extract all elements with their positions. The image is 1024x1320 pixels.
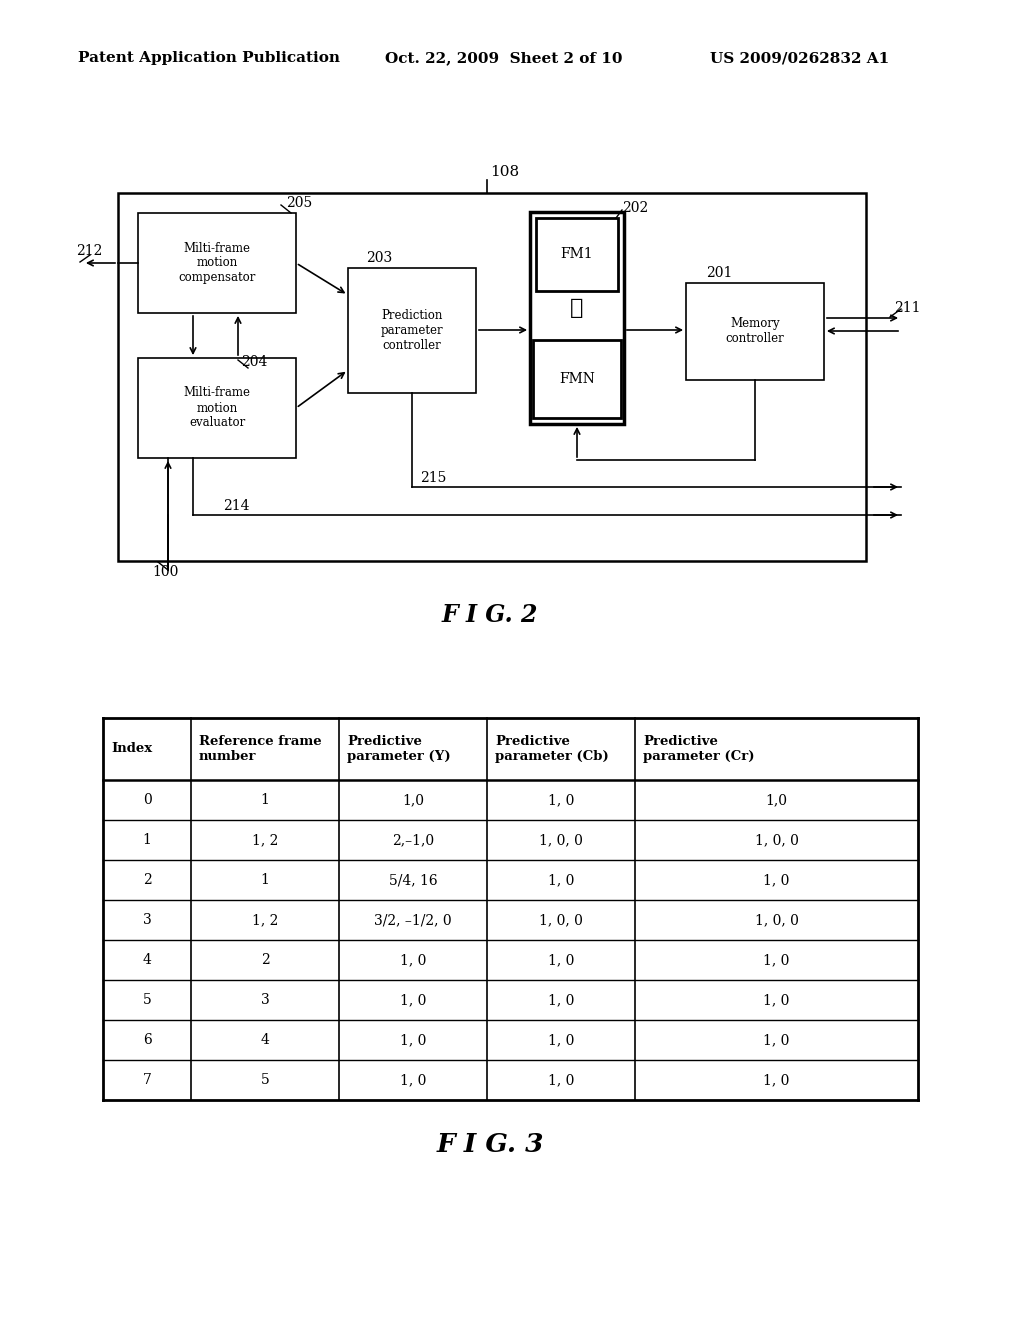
Text: 1, 0: 1, 0 [399, 1034, 426, 1047]
Text: 2: 2 [142, 873, 152, 887]
Bar [530, 213, 624, 424]
Text: 1, 0: 1, 0 [763, 1073, 790, 1086]
Text: Patent Application Publication: Patent Application Publication [78, 51, 340, 65]
Text: 1, 0: 1, 0 [548, 993, 574, 1007]
Bar [138, 358, 296, 458]
Text: 6: 6 [142, 1034, 152, 1047]
Text: 1, 0: 1, 0 [763, 1034, 790, 1047]
Text: 3/2, –1/2, 0: 3/2, –1/2, 0 [374, 913, 452, 927]
Bar [118, 193, 866, 561]
Text: 212: 212 [76, 244, 102, 257]
Text: 1, 0: 1, 0 [548, 953, 574, 968]
Text: 1, 0: 1, 0 [399, 1073, 426, 1086]
Text: 1, 0: 1, 0 [548, 1073, 574, 1086]
Text: 1, 0, 0: 1, 0, 0 [755, 833, 799, 847]
Text: Milti-frame
motion
evaluator: Milti-frame motion evaluator [183, 387, 251, 429]
Text: 5/4, 16: 5/4, 16 [389, 873, 437, 887]
Bar [138, 213, 296, 313]
Text: 202: 202 [622, 201, 648, 215]
Text: 4: 4 [260, 1034, 269, 1047]
Text: 5: 5 [142, 993, 152, 1007]
Text: 205: 205 [286, 195, 312, 210]
Text: 1, 0: 1, 0 [763, 953, 790, 968]
Text: 0: 0 [142, 793, 152, 807]
Text: 1,0: 1,0 [402, 793, 424, 807]
Text: Predictive
parameter (Cb): Predictive parameter (Cb) [495, 735, 608, 763]
Bar [348, 268, 476, 393]
Bar [534, 341, 621, 418]
Bar [536, 218, 618, 290]
Text: 5: 5 [261, 1073, 269, 1086]
Text: 108: 108 [490, 165, 519, 180]
Text: FMN: FMN [559, 372, 595, 385]
Text: Oct. 22, 2009  Sheet 2 of 10: Oct. 22, 2009 Sheet 2 of 10 [385, 51, 623, 65]
Text: 1, 0: 1, 0 [548, 1034, 574, 1047]
Text: 1, 2: 1, 2 [252, 913, 279, 927]
Text: 1: 1 [260, 873, 269, 887]
Text: F I G. 2: F I G. 2 [441, 603, 539, 627]
Text: Predictive
parameter (Cr): Predictive parameter (Cr) [643, 735, 755, 763]
Text: 215: 215 [420, 471, 446, 484]
Text: 1: 1 [142, 833, 152, 847]
Text: 1, 0, 0: 1, 0, 0 [539, 913, 583, 927]
Text: Milti-frame
motion
compensator: Milti-frame motion compensator [178, 242, 256, 285]
Text: 100: 100 [152, 565, 178, 579]
Text: 1, 0, 0: 1, 0, 0 [539, 833, 583, 847]
Text: 4: 4 [142, 953, 152, 968]
Text: 2: 2 [261, 953, 269, 968]
Text: Predictive
parameter (Y): Predictive parameter (Y) [347, 735, 451, 763]
Text: 3: 3 [261, 993, 269, 1007]
Text: 1, 0: 1, 0 [399, 993, 426, 1007]
Text: 3: 3 [142, 913, 152, 927]
Text: 1: 1 [260, 793, 269, 807]
Text: 1, 0: 1, 0 [399, 953, 426, 968]
Text: 1, 0: 1, 0 [763, 873, 790, 887]
Text: 7: 7 [142, 1073, 152, 1086]
Text: 1, 0: 1, 0 [548, 873, 574, 887]
Text: 201: 201 [706, 267, 732, 280]
Text: 204: 204 [241, 355, 267, 370]
Text: US 2009/0262832 A1: US 2009/0262832 A1 [710, 51, 889, 65]
Text: FM1: FM1 [561, 248, 593, 261]
Text: 1, 0, 0: 1, 0, 0 [755, 913, 799, 927]
Text: Memory
controller: Memory controller [726, 318, 784, 346]
Text: F I G. 3: F I G. 3 [436, 1133, 544, 1158]
Text: ⋮: ⋮ [570, 297, 584, 319]
Bar [686, 282, 824, 380]
Text: 1, 0: 1, 0 [763, 993, 790, 1007]
Text: 1, 2: 1, 2 [252, 833, 279, 847]
Text: 214: 214 [223, 499, 250, 513]
Text: 203: 203 [366, 251, 392, 265]
Text: 2,–1,0: 2,–1,0 [392, 833, 434, 847]
Text: Index: Index [111, 742, 153, 755]
Text: Prediction
parameter
controller: Prediction parameter controller [381, 309, 443, 352]
Text: Reference frame
number: Reference frame number [199, 735, 322, 763]
Text: 211: 211 [894, 301, 921, 315]
Text: 1,0: 1,0 [766, 793, 787, 807]
Text: 1, 0: 1, 0 [548, 793, 574, 807]
